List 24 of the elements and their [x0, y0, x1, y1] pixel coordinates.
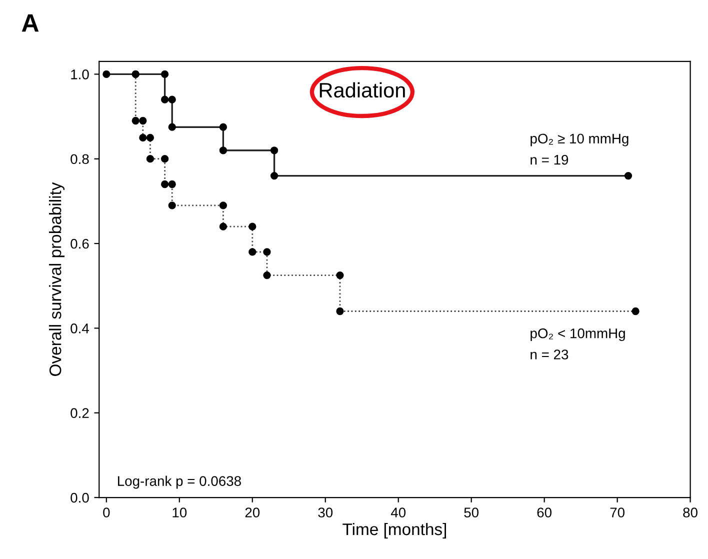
series-label: pO₂ < 10mmHg — [530, 328, 625, 342]
x-tick-label: 70 — [610, 508, 624, 518]
x-axis-title: Time [months] — [342, 522, 446, 538]
x-tick-label: 30 — [318, 508, 333, 518]
y-tick-label: 0.6 — [70, 238, 89, 249]
y-axis-title: Overall survival probability — [49, 182, 65, 376]
x-tick-label: 20 — [245, 508, 260, 518]
annotation: Log-rank p = 0.0638 — [118, 476, 241, 489]
x-tick-label: 10 — [172, 508, 187, 518]
chart-title: A — [22, 14, 39, 32]
x-tick-label: 50 — [464, 508, 479, 518]
x-tick-label: 80 — [683, 508, 698, 518]
y-tick-label: 1.0 — [71, 70, 89, 80]
y-tick-label: 0.4 — [70, 324, 89, 334]
series-label: pO₂ ≥ 10 mmHg — [530, 134, 628, 146]
y-tick-label: 0.2 — [70, 408, 89, 418]
x-tick-label: 40 — [390, 508, 406, 518]
annotation: Radiation — [320, 82, 405, 98]
y-tick-label: 0.8 — [70, 154, 89, 164]
annotation: n = 23 — [530, 350, 568, 360]
x-tick-label: 0 — [103, 508, 110, 518]
x-tick-label: 60 — [537, 508, 552, 518]
annotation: n = 19 — [530, 154, 568, 165]
y-tick-label: 0.0 — [70, 492, 89, 503]
